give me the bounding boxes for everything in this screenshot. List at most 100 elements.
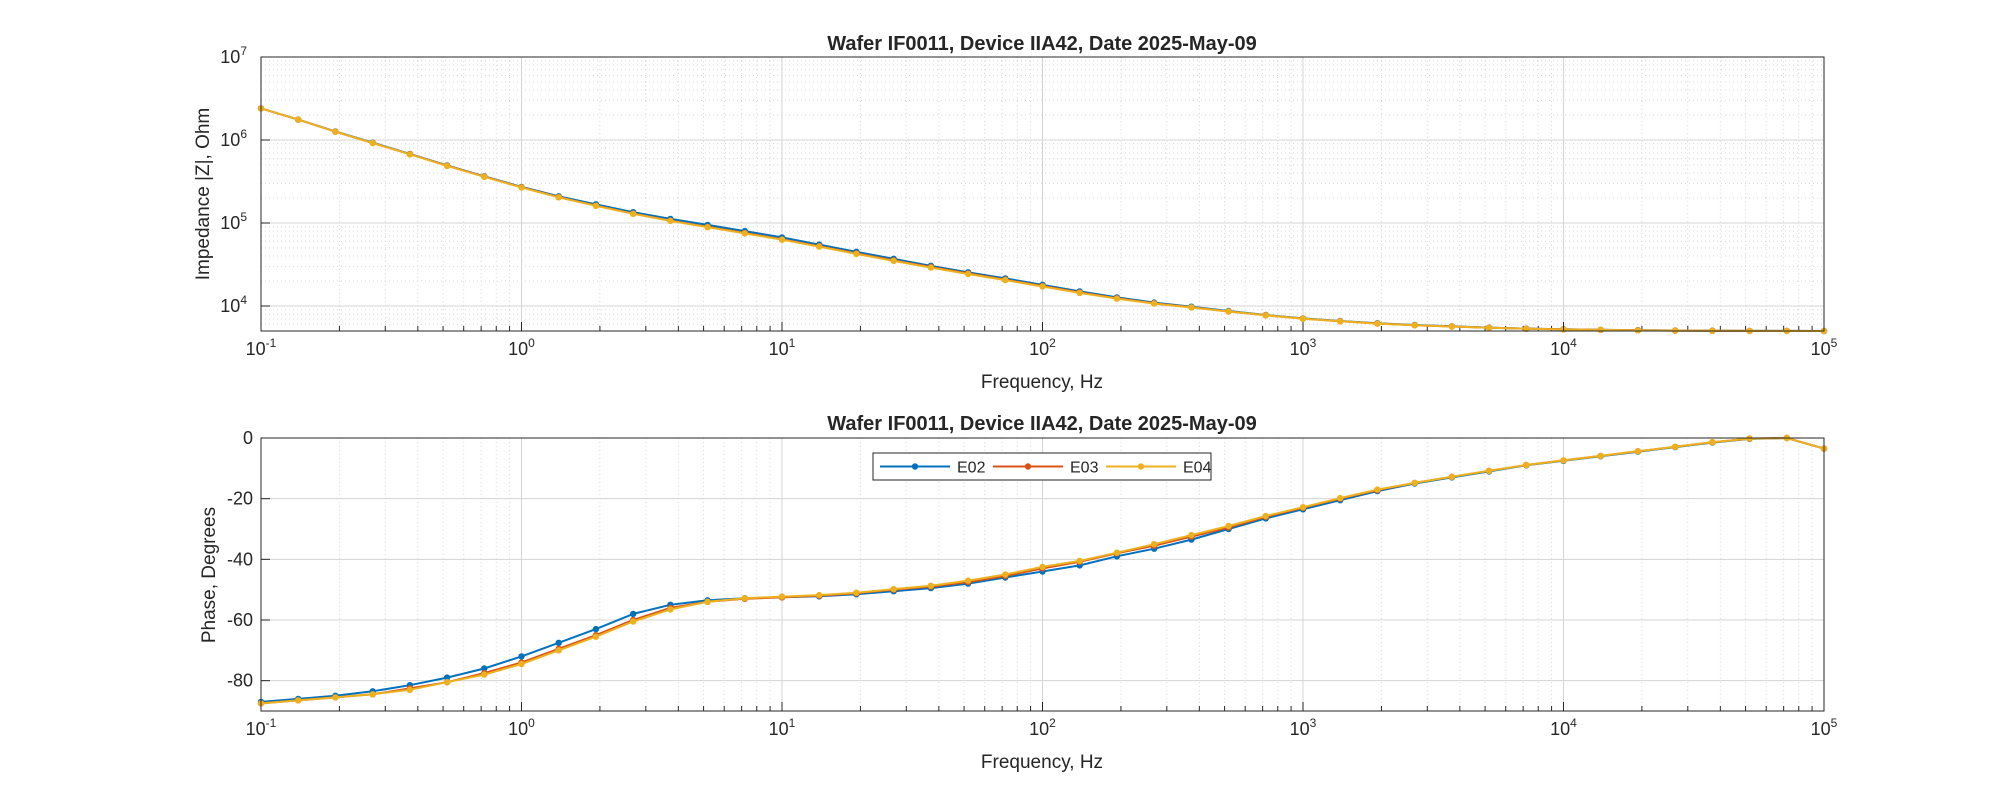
impedance-series-e04-point <box>1299 315 1307 322</box>
phase-series-e02-point <box>443 674 451 681</box>
phase-series-e04-point <box>1002 571 1009 578</box>
phase-series-e04-point <box>332 694 339 701</box>
impedance-series-e04-point <box>667 217 674 225</box>
impedance-series-e04-point <box>778 236 786 243</box>
phase-series-e04-point <box>592 633 600 640</box>
phase-series-e04-point <box>295 697 302 704</box>
phase-series-e04-point <box>741 595 748 602</box>
phase-x-tick-label: 102 <box>1029 716 1056 739</box>
phase-y-ticks: 0 -20 -40 -60 -80 <box>227 428 270 691</box>
phase-y-tick-label: -20 <box>227 489 253 509</box>
phase-x-tick-label: 10-1 <box>246 716 277 739</box>
phase-series-e04-point <box>555 647 562 654</box>
impedance-y-ticks: 104 105 106 107 <box>220 44 270 316</box>
phase-series-e04-point <box>1113 549 1121 556</box>
phase-series-e02-point <box>630 610 637 618</box>
legend-e04-marker <box>1137 463 1145 470</box>
impedance-series-e04-point <box>630 210 637 217</box>
phase-axes: 10-1 100 101 102 103 104 105 0 -20 -40 -60 -80 Waf… <box>199 413 1838 773</box>
phase-x-axis-label: Frequency, Hz <box>981 752 1103 773</box>
phase-series-e04-point <box>1709 439 1716 446</box>
phase-y-tick-label: -80 <box>227 671 253 691</box>
phase-series-e04-point <box>443 679 451 686</box>
phase-series-e04-point <box>1151 541 1158 548</box>
phase-y-tick-label: -60 <box>227 610 253 630</box>
phase-x-tick-label: 104 <box>1550 716 1577 739</box>
impedance-series-e04-point <box>704 224 711 231</box>
impedance-series-e04-point <box>1523 325 1530 332</box>
phase-series-e04-point <box>704 598 711 605</box>
phase-y-tick-label: 0 <box>243 428 253 448</box>
impedance-y-tick-label: 107 <box>220 44 247 67</box>
impedance-series-e04-point <box>1448 323 1456 330</box>
phase-series-e04-point <box>1188 531 1195 539</box>
impedance-series-e04-point <box>816 243 823 250</box>
impedance-series-e04-point <box>741 230 748 237</box>
phase-series-e04-point <box>816 591 823 599</box>
phase-x-ticks: 10-1 100 101 102 103 104 105 <box>246 702 1838 739</box>
phase-series-e04-point <box>964 577 972 584</box>
phase-series-e04-point <box>1523 461 1530 469</box>
phase-series-e04-point <box>1634 448 1642 455</box>
impedance-series-e04-point <box>1039 283 1046 290</box>
impedance-series-e04-point <box>555 194 562 201</box>
impedance-series-e04-point <box>1374 320 1381 327</box>
legend-e03-marker <box>1024 463 1032 470</box>
phase-series-e04-point <box>1672 443 1679 450</box>
impedance-series-e04-point <box>443 162 451 170</box>
impedance-series-e04-point <box>1597 326 1604 334</box>
phase-y-axis-label: Phase, Degrees <box>199 507 220 643</box>
phase-series-e04-point <box>518 660 525 668</box>
phase-series-e02-point <box>481 665 488 672</box>
phase-series-e04-point <box>481 671 488 678</box>
phase-series-e04-point <box>1374 486 1381 493</box>
impedance-chart-title: Wafer IF0011, Device IIA42, Date 2025-Ma… <box>827 33 1257 55</box>
impedance-series-e04-point <box>332 128 339 135</box>
phase-series-e04-point <box>853 589 860 596</box>
phase-series-e02-point <box>518 653 525 660</box>
impedance-series-e04-point <box>592 202 600 209</box>
impedance-axes: 10-1 100 101 102 103 104 105 104 105 106 107 Wafe… <box>193 33 1838 393</box>
legend-e03-label: E03 <box>1070 460 1099 477</box>
impedance-series-e04-point <box>853 250 860 258</box>
phase-x-tick-label: 101 <box>769 716 796 739</box>
phase-series-e04-point <box>369 691 376 698</box>
impedance-x-tick-label: 100 <box>508 336 535 359</box>
impedance-series-e04-point <box>518 184 525 191</box>
impedance-series-e04-point <box>1076 289 1083 297</box>
impedance-y-tick-label: 106 <box>220 127 247 150</box>
impedance-series-e04-point <box>481 173 488 180</box>
impedance-series-e04-point <box>927 264 935 271</box>
phase-series-e04-point <box>1039 563 1046 571</box>
phase-series-e04-point <box>1485 467 1493 474</box>
impedance-series-e04-point <box>1225 308 1232 315</box>
legend-e04-label: E04 <box>1183 460 1212 477</box>
impedance-x-tick-label: 102 <box>1029 336 1056 359</box>
impedance-series-e04-point <box>1262 312 1270 319</box>
impedance-series-e04-point <box>964 270 972 278</box>
impedance-series-e04-point <box>1485 324 1493 331</box>
phase-series-e04-point <box>667 606 674 613</box>
phase-series-e02-point <box>592 625 600 633</box>
phase-series-e04-point <box>1225 522 1232 530</box>
impedance-series-e04-point <box>1002 276 1009 284</box>
phase-y-tick-label: -40 <box>227 549 253 569</box>
impedance-series-e04-point <box>1151 300 1158 307</box>
legend-e02-marker <box>911 463 919 470</box>
phase-series-e04-point <box>1448 473 1456 480</box>
phase-series <box>257 434 1828 707</box>
phase-series-e04-point <box>1746 435 1753 442</box>
phase-x-tick-label: 100 <box>508 716 535 739</box>
impedance-x-tick-label: 104 <box>1550 336 1577 359</box>
phase-series-e04-point <box>1560 457 1567 464</box>
phase-series-e04-point <box>1411 479 1418 487</box>
phase-series-e04-point <box>1262 512 1270 520</box>
phase-series-e04-point <box>630 618 637 625</box>
impedance-series-e04-point <box>890 257 897 265</box>
legend-e02-label: E02 <box>957 460 986 477</box>
impedance-series-e04-point <box>369 139 376 147</box>
impedance-y-axis-label: Impedance |Z|, Ohm <box>193 108 214 281</box>
phase-legend[interactable]: E02 E03 E04 <box>872 452 1212 481</box>
impedance-y-tick-label: 105 <box>220 210 247 233</box>
phase-series-e04-point <box>1597 452 1604 460</box>
